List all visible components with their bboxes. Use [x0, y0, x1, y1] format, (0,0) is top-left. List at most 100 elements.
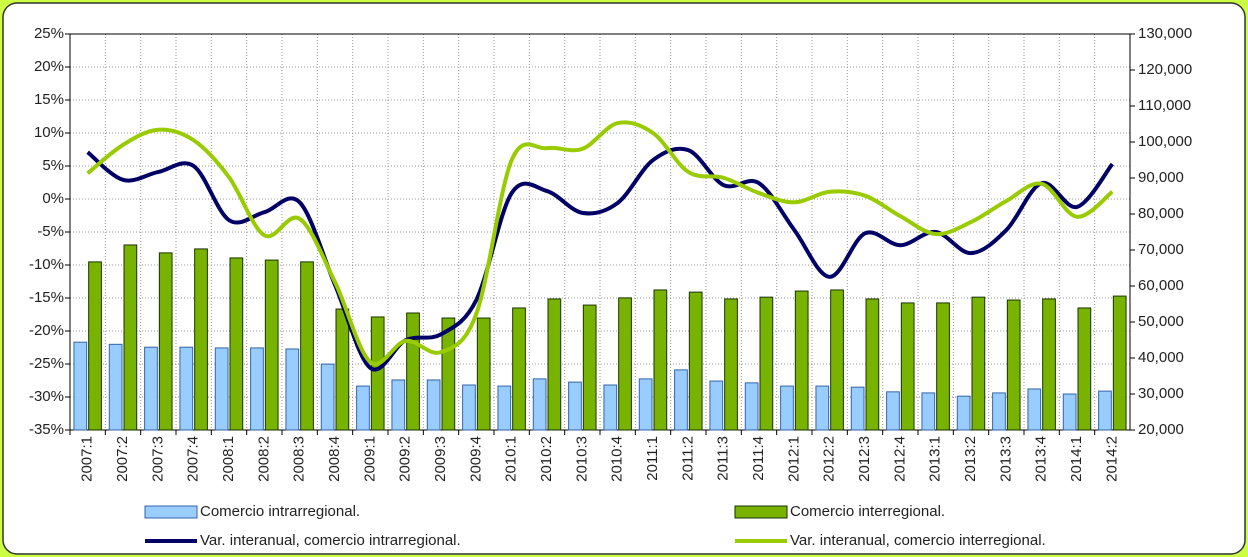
x-tick-label: 2007:1 [79, 436, 96, 482]
bar [250, 347, 264, 431]
bar [653, 289, 668, 431]
x-tick-label: 2014:1 [1068, 436, 1085, 482]
x-tick-label: 2008:2 [255, 436, 272, 482]
y-tick-label: -15% [29, 289, 64, 306]
bar [1027, 388, 1042, 431]
bar [815, 385, 830, 431]
x-tick-label: 2009:1 [361, 436, 378, 482]
bar [1006, 299, 1021, 431]
bar [971, 296, 986, 431]
x-tick-label: 2012:1 [785, 436, 802, 482]
y-tick-label: 25% [34, 25, 64, 42]
legend-label: Comercio intrarregional. [200, 503, 360, 520]
bar [73, 341, 88, 431]
bar [476, 317, 491, 431]
bar [462, 384, 476, 431]
x-tick-label: 2008:4 [326, 436, 343, 482]
x-tick-label: 2010:2 [538, 436, 555, 482]
x-tick-label: 2010:3 [573, 436, 590, 482]
x-tick-label: 2013:2 [962, 436, 979, 482]
bar [709, 380, 724, 431]
y-tick-label: -30% [29, 388, 64, 405]
bar [264, 259, 279, 431]
x-tick-label: 2013:4 [1033, 436, 1050, 482]
y-tick-label: -10% [29, 256, 64, 273]
bar [158, 252, 173, 431]
y2-tick-label: 90,000 [1138, 169, 1184, 186]
bar [830, 289, 844, 431]
x-tick-label: 2011:2 [679, 436, 696, 481]
y-tick-label: -20% [29, 322, 64, 339]
y-tick-label: -5% [37, 223, 64, 240]
bar [144, 346, 158, 431]
x-tick-label: 2013:3 [997, 436, 1014, 482]
bar [406, 312, 420, 431]
x-tick-label: 2014:2 [1103, 436, 1120, 482]
legend-label: Comercio interregional. [790, 503, 945, 520]
y-tick-label: 20% [34, 58, 64, 75]
x-tick-label: 2008:1 [220, 436, 237, 482]
bar [780, 385, 794, 431]
bar [229, 257, 244, 431]
bar [1112, 295, 1127, 431]
bar [936, 302, 950, 431]
x-tick-label: 2009:2 [397, 436, 414, 482]
x-tick-label: 2013:1 [927, 436, 944, 482]
y-tick-label: -35% [29, 421, 64, 438]
x-tick-label: 2012:2 [821, 436, 838, 482]
y2-tick-label: 30,000 [1138, 385, 1184, 402]
bar [1042, 298, 1056, 431]
x-tick-label: 2007:2 [114, 436, 131, 482]
legend-label: Var. interanual, comercio intrarregional… [200, 532, 461, 549]
legend-label: Var. interanual, comercio interregional. [790, 532, 1046, 549]
bar [744, 382, 759, 431]
legend-swatch [734, 505, 788, 519]
x-tick-label: 2011:3 [715, 436, 732, 481]
bar [850, 386, 865, 431]
line [86, 120, 1114, 366]
bar [1062, 393, 1077, 431]
y-tick-label: -25% [29, 355, 64, 372]
bar [603, 384, 618, 431]
x-tick-label: 2008:3 [291, 436, 308, 482]
bar [108, 343, 123, 431]
bar [391, 379, 406, 431]
y2-tick-label: 110,000 [1138, 97, 1191, 114]
bar [497, 385, 512, 431]
bar [865, 298, 880, 431]
bar [568, 381, 582, 431]
bar [285, 348, 300, 431]
y-tick-label: 10% [34, 124, 64, 141]
bar [1077, 307, 1092, 431]
bar [1098, 390, 1112, 431]
bar [123, 244, 138, 431]
bar [426, 379, 441, 431]
bar [320, 363, 335, 431]
bar [759, 296, 774, 431]
y2-tick-label: 130,000 [1138, 25, 1192, 42]
bar [179, 346, 194, 431]
y2-tick-label: 100,000 [1138, 133, 1192, 150]
bar [582, 304, 597, 431]
bar [992, 392, 1006, 431]
bar [88, 261, 102, 431]
x-tick-label: 2012:3 [856, 436, 873, 482]
bar [688, 291, 703, 431]
bar [638, 378, 653, 431]
y-tick-label: 0% [42, 190, 64, 207]
legend-swatch [144, 505, 198, 519]
y2-tick-label: 20,000 [1138, 421, 1184, 438]
y2-tick-label: 60,000 [1138, 277, 1184, 294]
bar [794, 290, 809, 431]
bar [356, 385, 370, 431]
bar [547, 298, 562, 431]
bar [370, 316, 385, 431]
bar [956, 395, 971, 431]
bar [335, 308, 350, 431]
x-tick-label: 2009:4 [467, 436, 484, 482]
bar [674, 369, 688, 431]
bar [921, 392, 936, 431]
x-tick-label: 2010:1 [503, 436, 520, 482]
bar [618, 297, 632, 431]
y2-tick-label: 70,000 [1138, 241, 1184, 258]
